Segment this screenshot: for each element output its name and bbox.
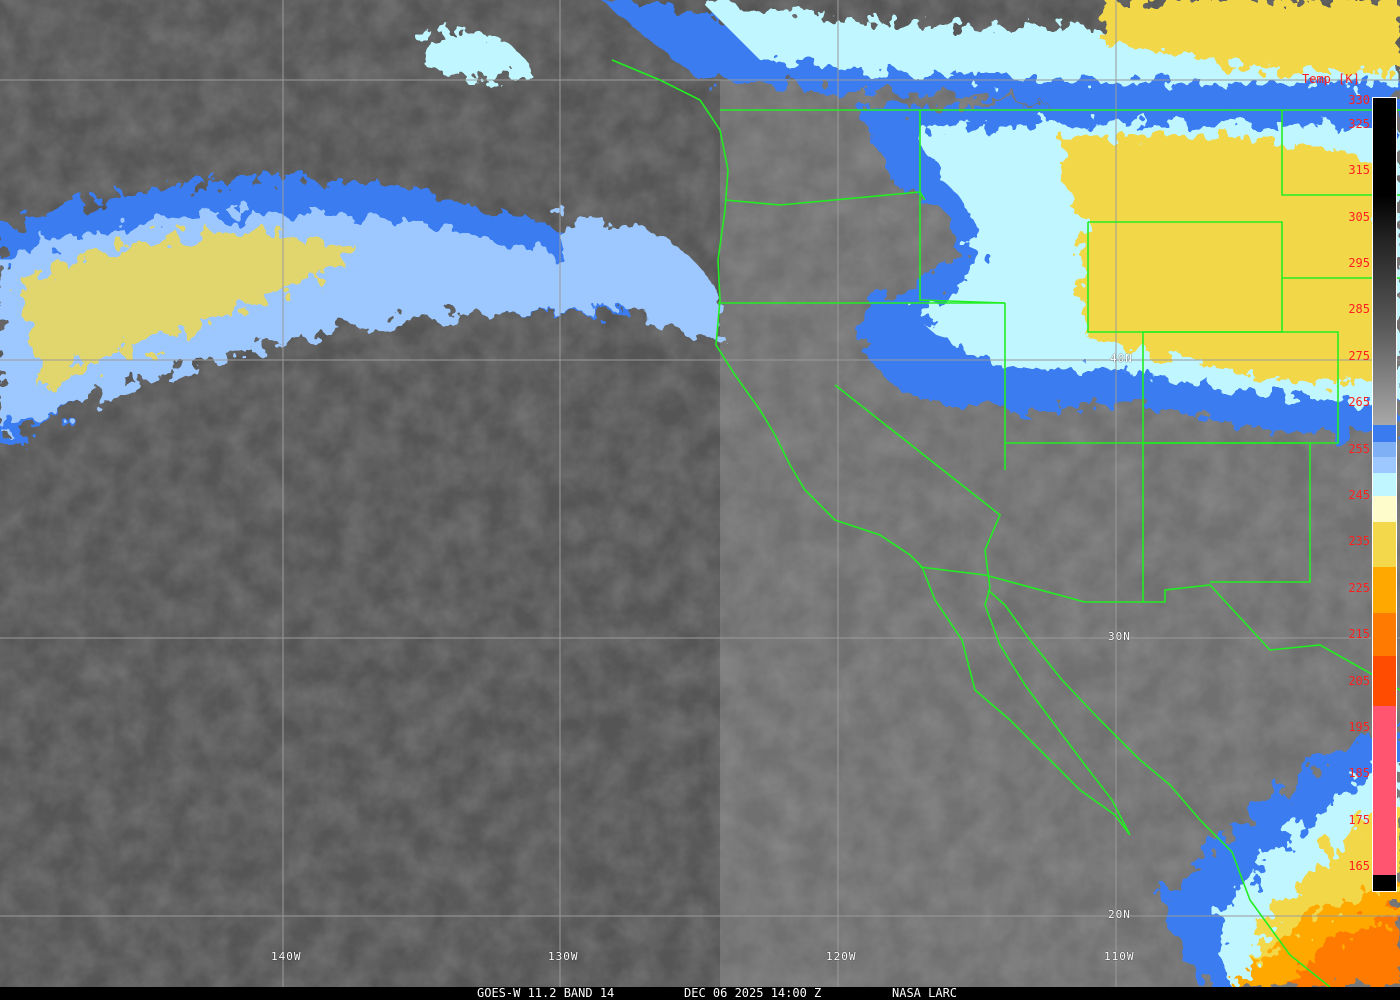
lon-label-120w: 120W [826, 950, 857, 963]
colorbar-tick-label: 325 [1348, 117, 1370, 131]
image-caption-bar: GOES-W 11.2 BAND 14 DEC 06 2025 14:00 Z … [0, 987, 1400, 1000]
colorbar-tick-label: 225 [1348, 581, 1370, 595]
colorbar-tick-label: 305 [1348, 210, 1370, 224]
colorbar-tick-label: 185 [1348, 766, 1370, 780]
mexico-border [919, 566, 1400, 691]
colorbar-tick-label: 315 [1348, 163, 1370, 177]
lon-label-140w: 140W [271, 950, 302, 963]
lon-label-110w: 110W [1104, 950, 1135, 963]
pacific-coastline [611, 59, 923, 568]
colorbar-tick-label: 195 [1348, 720, 1370, 734]
montana-border [1281, 110, 1400, 196]
lat-label-30n: 30N [1108, 630, 1131, 643]
caption-datetime: DEC 06 2025 14:00 Z [684, 986, 822, 1000]
colorado-border [1142, 331, 1339, 444]
nm-border [1143, 442, 1311, 583]
colorbar-tick-label: 215 [1348, 627, 1370, 641]
colorbar-tick-label: 330 [1348, 93, 1370, 107]
colorbar-tick-label: 205 [1348, 674, 1370, 688]
lat-label-20n: 20N [1108, 908, 1131, 921]
colorbar-tick-label: 245 [1348, 488, 1370, 502]
baja-coast [921, 566, 1131, 836]
colorbar-tick-label: 295 [1348, 256, 1370, 270]
wa-or-border [724, 191, 926, 206]
colorbar-title: Temp [K] [1302, 72, 1360, 86]
colorbar-tick-label: 235 [1348, 534, 1370, 548]
colorbar-tick-label: 275 [1348, 349, 1370, 363]
ca-nv-border [834, 384, 1001, 589]
colorbar-tick-label: 175 [1348, 813, 1370, 827]
lon-label-130w: 130W [548, 950, 579, 963]
colorbar-tick-label: 255 [1348, 442, 1370, 456]
colorbar-tick-label: 165 [1348, 859, 1370, 873]
idaho-border [919, 110, 1006, 304]
caption-source: NASA LARC [892, 986, 958, 1000]
caption-satellite: GOES-W 11.2 BAND 14 [477, 986, 615, 1000]
temperature-colorbar [1372, 97, 1397, 892]
lat-label-40n: 40N [1110, 352, 1133, 365]
colorbar-tick-label: 285 [1348, 302, 1370, 316]
colorbar-tick-label: 265 [1348, 395, 1370, 409]
mainland-mexico-coast [987, 589, 1331, 987]
coastlines-and-borders [611, 59, 1400, 987]
